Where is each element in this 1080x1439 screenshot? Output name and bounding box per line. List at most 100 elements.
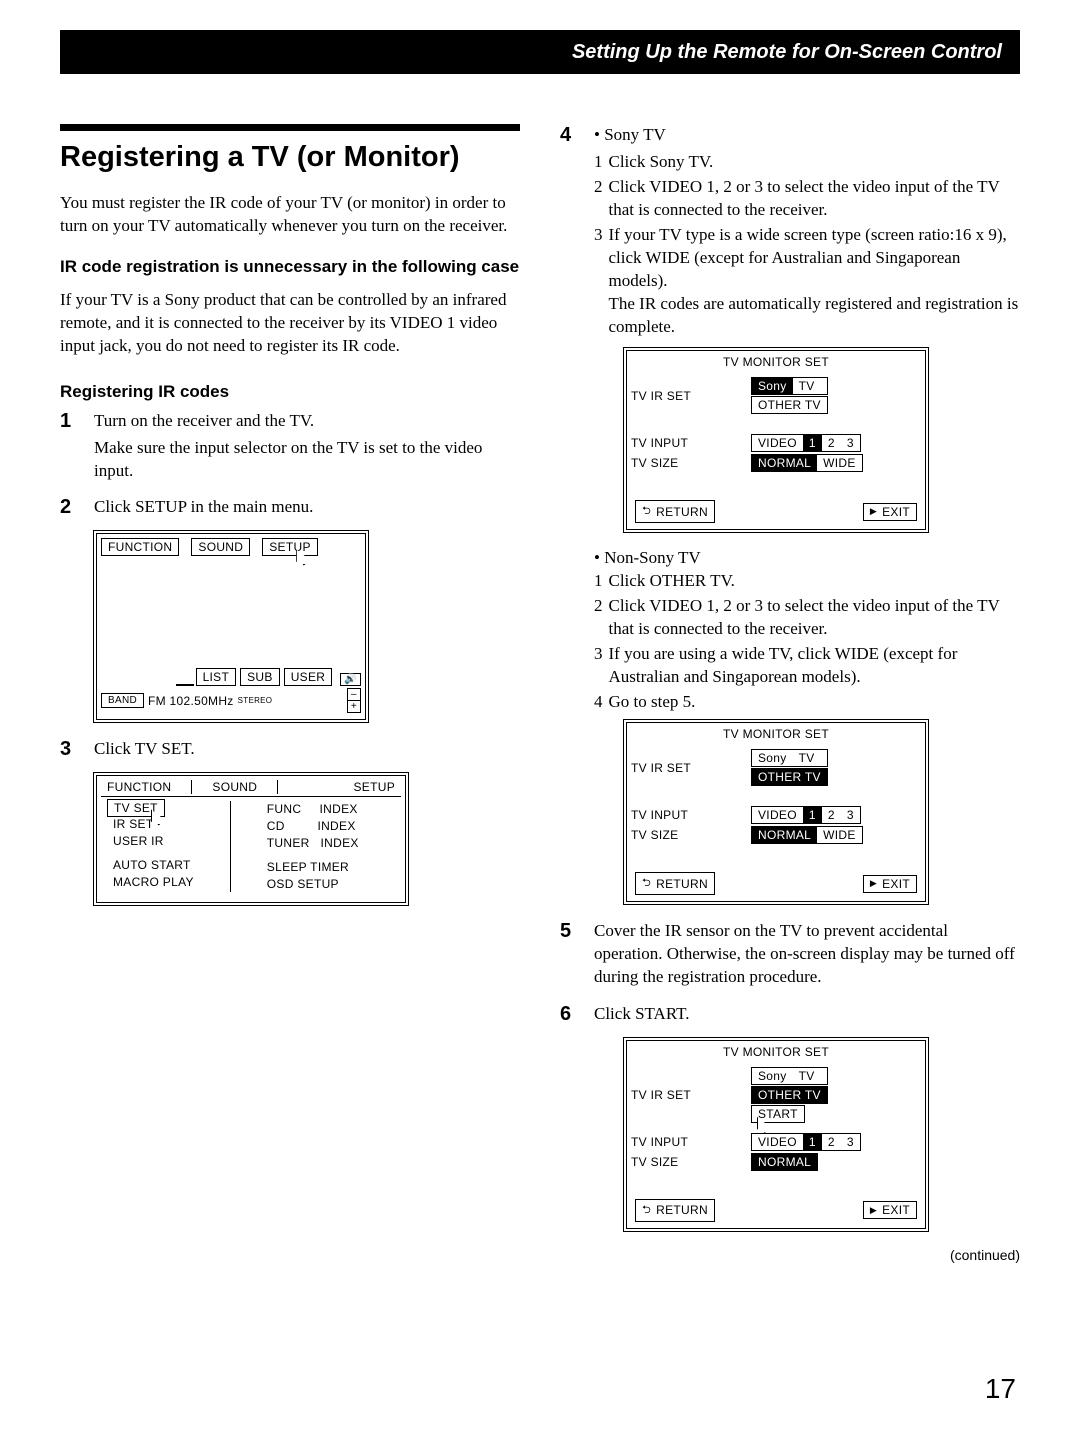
osd-tv-monitor-sony: TV MONITOR SET TV IR SET Sony TV OTHER T… xyxy=(626,350,926,530)
osd-tab-sound: SOUND xyxy=(212,780,257,794)
return-button: RETURN xyxy=(635,500,715,523)
video-2: 2 xyxy=(822,807,841,823)
vol-plus: + xyxy=(348,701,360,712)
tv-input-label: TV INPUT xyxy=(631,808,751,822)
video-label: VIDEO xyxy=(752,435,803,451)
video-choice: VIDEO 1 2 3 xyxy=(751,806,861,824)
vol-minus: – xyxy=(348,689,360,701)
osd-title: TV MONITOR SET xyxy=(631,1045,921,1059)
size-wide: WIDE xyxy=(817,455,862,471)
choice-sony: Sony xyxy=(752,378,793,394)
title-rule xyxy=(60,124,520,131)
step-4-sony-3b: The IR codes are automatically registere… xyxy=(609,294,1019,336)
video-label: VIDEO xyxy=(752,1134,803,1150)
exit-button: EXIT xyxy=(863,1201,917,1219)
osd-tab-function: FUNCTION xyxy=(101,538,179,556)
video-3: 3 xyxy=(841,435,860,451)
step-4-sony-head: • Sony TV xyxy=(594,124,1020,147)
osd-tab-function: FUNCTION xyxy=(107,780,171,794)
page-number: 17 xyxy=(985,1373,1016,1405)
step-4-sony-1: Click Sony TV. xyxy=(609,151,714,174)
choice-other-tv: OTHER TV xyxy=(752,1087,827,1103)
step-3: 3 Click TV SET. xyxy=(60,738,520,765)
menu-func-index: FUNC INDEX xyxy=(261,801,365,817)
video-label: VIDEO xyxy=(752,807,803,823)
tv-ir-other-row: OTHER TV xyxy=(751,1086,828,1104)
continued-label: (continued) xyxy=(560,1247,1020,1263)
osd-tab-sound: SOUND xyxy=(191,538,250,556)
menu-sleep-timer: SLEEP TIMER xyxy=(261,859,365,875)
video-2: 2 xyxy=(822,1134,841,1150)
tv-ir-set-label: TV IR SET xyxy=(631,761,751,775)
osd-volume-control xyxy=(340,673,361,686)
osd-tv-monitor-other: TV MONITOR SET TV IR SET Sony TV OTHER T… xyxy=(626,722,926,902)
left-column: Registering a TV (or Monitor) You must r… xyxy=(60,124,520,1263)
menu-auto-start: AUTO START xyxy=(107,857,200,873)
video-choice: VIDEO 1 2 3 xyxy=(751,1133,861,1151)
step-number: 5 xyxy=(560,920,580,993)
size-wide: WIDE xyxy=(817,827,862,843)
step-6-text: Click START. xyxy=(594,1003,1020,1026)
cursor-icon xyxy=(151,809,163,823)
video-3: 3 xyxy=(841,807,860,823)
page-title: Registering a TV (or Monitor) xyxy=(60,141,520,174)
exit-button: EXIT xyxy=(863,503,917,521)
tv-ir-sony-row: Sony TV xyxy=(751,749,828,767)
registering-heading: Registering IR codes xyxy=(60,382,520,402)
osd-tab-setup: SETUP xyxy=(353,780,395,794)
osd-tab-setup: SETUP xyxy=(262,538,318,556)
step-4-non-1: Click OTHER TV. xyxy=(609,570,735,593)
osd-tab-list: LIST xyxy=(196,668,237,686)
step-number: 1 xyxy=(60,410,80,487)
video-2: 2 xyxy=(822,435,841,451)
speaker-icon xyxy=(341,674,360,685)
tv-ir-set-label: TV IR SET xyxy=(631,1088,751,1102)
size-choice: NORMAL xyxy=(751,1153,818,1171)
right-column: 4 • Sony TV 1Click Sony TV. 2Click VIDEO… xyxy=(560,124,1020,1263)
osd-tab-user: USER xyxy=(284,668,333,686)
size-choice: NORMAL WIDE xyxy=(751,826,863,844)
tv-ir-sony-row: Sony TV xyxy=(751,377,828,395)
step-number: 4 xyxy=(560,124,580,340)
tv-ir-sony-row: Sony TV xyxy=(751,1067,828,1085)
tv-ir-set-label: TV IR SET xyxy=(631,389,751,403)
step-5-text: Cover the IR sensor on the TV to prevent… xyxy=(594,920,1020,989)
tv-input-label: TV INPUT xyxy=(631,436,751,450)
return-button: RETURN xyxy=(635,1199,715,1222)
step-4-non-4: Go to step 5. xyxy=(609,691,696,714)
choice-tv: TV xyxy=(793,1068,821,1084)
tv-ir-other-row: OTHER TV xyxy=(751,396,828,414)
step-6: 6 Click START. xyxy=(560,1003,1020,1030)
step-4-nonsony-head: • Non-Sony TV xyxy=(594,548,1020,568)
video-1: 1 xyxy=(803,807,822,823)
step-2-text: Click SETUP in the main menu. xyxy=(94,496,520,519)
osd-stereo: STEREO xyxy=(238,696,273,705)
unnecessary-heading: IR code registration is unnecessary in t… xyxy=(60,256,520,279)
menu-macro-play: MACRO PLAY xyxy=(107,874,200,890)
tv-size-label: TV SIZE xyxy=(631,1155,751,1169)
menu-osd-setup: OSD SETUP xyxy=(261,876,365,892)
step-number: 3 xyxy=(60,738,80,765)
return-button: RETURN xyxy=(635,872,715,895)
video-1: 1 xyxy=(803,1134,822,1150)
step-3-text: Click TV SET. xyxy=(94,738,520,761)
osd-title: TV MONITOR SET xyxy=(631,727,921,741)
osd-tv-monitor-start: TV MONITOR SET TV IR SET Sony TV OTHER T… xyxy=(626,1040,926,1229)
intro-paragraph: You must register the IR code of your TV… xyxy=(60,192,520,238)
video-1: 1 xyxy=(803,435,822,451)
osd-main-menu: FUNCTION SOUND SETUP LIST xyxy=(96,533,366,720)
size-normal: NORMAL xyxy=(752,827,817,843)
choice-sony: Sony xyxy=(752,1068,793,1084)
section-header: Setting Up the Remote for On-Screen Cont… xyxy=(60,30,1020,74)
size-normal: NORMAL xyxy=(752,455,817,471)
tv-ir-other-row: OTHER TV xyxy=(751,768,828,786)
step-number: 2 xyxy=(60,496,80,523)
video-choice: VIDEO 1 2 3 xyxy=(751,434,861,452)
choice-tv: TV xyxy=(793,750,821,766)
tv-size-label: TV SIZE xyxy=(631,456,751,470)
choice-sony: Sony xyxy=(752,750,793,766)
step-4: 4 • Sony TV 1Click Sony TV. 2Click VIDEO… xyxy=(560,124,1020,340)
size-normal: NORMAL xyxy=(752,1154,817,1170)
step-5: 5 Cover the IR sensor on the TV to preve… xyxy=(560,920,1020,993)
menu-cd-index: CD INDEX xyxy=(261,818,365,834)
